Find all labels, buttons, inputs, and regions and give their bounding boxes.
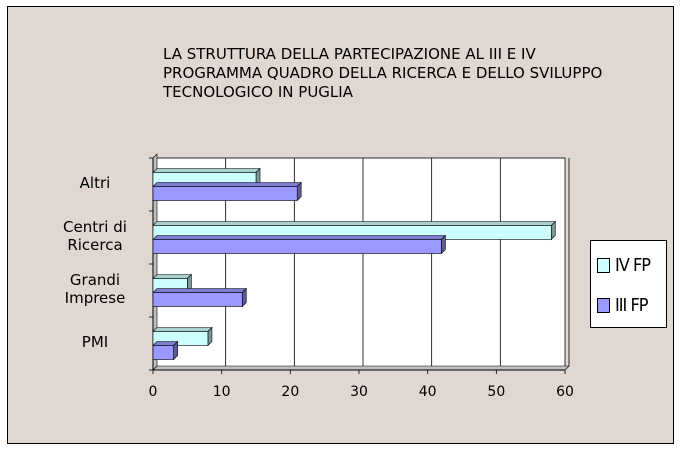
category-label: Altri — [79, 173, 111, 192]
category-label: Grandi Imprese — [64, 270, 126, 307]
legend-label-iv-fp: IV FP — [615, 254, 651, 276]
x-tick-label: 10 — [212, 384, 231, 400]
legend-label-iii-fp: III FP — [615, 294, 649, 316]
bar-top-1-centri-di-ricerca — [152, 235, 447, 240]
bar-1-grandi-imprese — [152, 292, 243, 307]
legend-item-iv-fp: IV FP — [597, 254, 651, 276]
legend-item-iii-fp: III FP — [597, 294, 649, 316]
plot-floor — [152, 365, 570, 371]
x-tick-label: 30 — [350, 384, 368, 400]
bar-1-altri — [152, 186, 298, 201]
category-label: PMI — [81, 332, 109, 351]
bar-top-0-pmi — [152, 327, 213, 332]
legend-swatch-iii-fp — [597, 297, 610, 313]
chart-title: LA STRUTTURA DELLA PARTECIPAZIONE AL III… — [163, 45, 603, 101]
x-tick-label: 20 — [281, 384, 300, 400]
bar-1-centri-di-ricerca — [152, 239, 442, 254]
bar-top-1-altri — [152, 182, 302, 187]
bar-top-1-grandi-imprese — [152, 288, 247, 293]
bar-top-0-altri — [152, 168, 261, 173]
bar-top-0-grandi-imprese — [152, 274, 193, 279]
x-tick-label: 60 — [556, 384, 574, 400]
category-label: Centri di Ricerca — [63, 217, 127, 254]
legend: IV FP III FP — [590, 240, 667, 328]
x-tick-label: 40 — [418, 384, 437, 400]
legend-swatch-iv-fp — [597, 257, 610, 273]
bar-1-pmi — [152, 345, 174, 360]
bar-top-0-centri-di-ricerca — [152, 221, 556, 226]
x-tick-label: 50 — [487, 384, 506, 400]
x-tick-label: 0 — [148, 384, 158, 400]
